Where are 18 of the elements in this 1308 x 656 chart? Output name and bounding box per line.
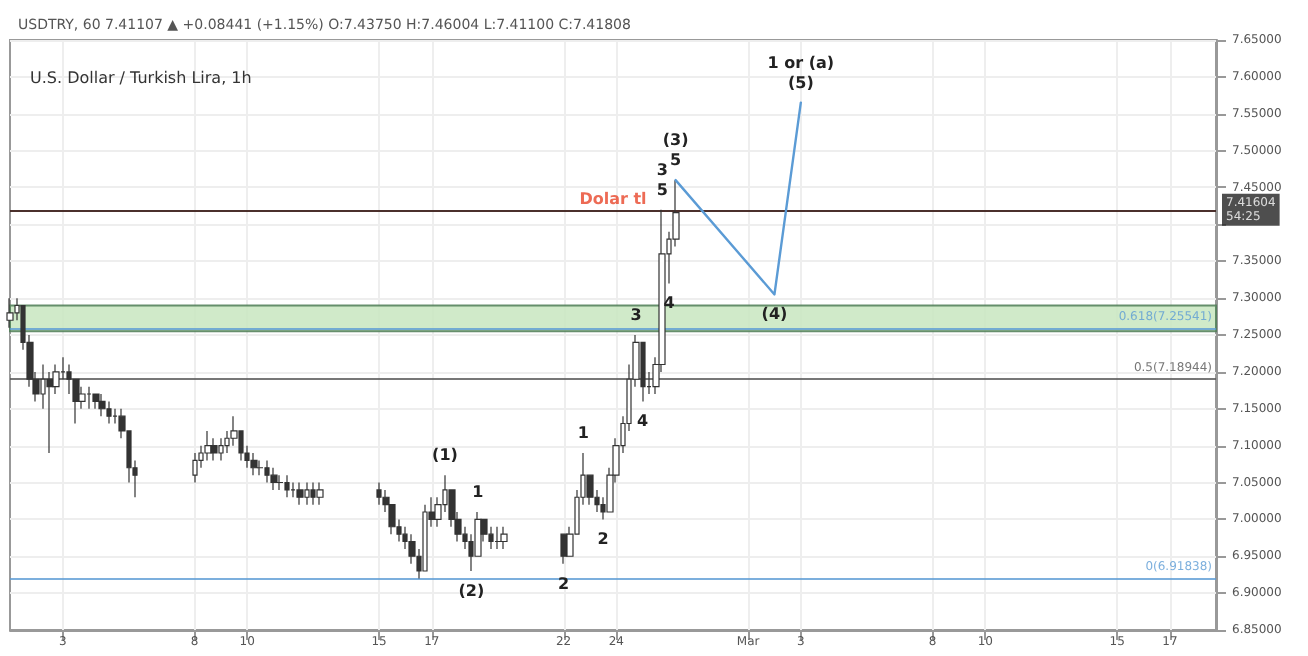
annotation: 2: [558, 574, 570, 593]
annotation: 5: [670, 151, 683, 170]
annotation: 3: [656, 160, 668, 179]
annotation: (5): [787, 73, 814, 92]
annotation: 5: [656, 180, 669, 199]
annotation: (4): [761, 305, 788, 324]
annotation: (3): [662, 131, 689, 150]
annotation: 4: [663, 294, 676, 313]
text: U.S. Dollar / Turkish Lira, 1h: [30, 69, 252, 87]
ref-line-label: Dolar tl: [579, 189, 648, 208]
annotation: 1: [577, 424, 590, 442]
annotation: 2: [597, 530, 609, 549]
annotation: 3: [630, 306, 642, 324]
annotation: (2): [458, 582, 485, 600]
annotation: (1): [432, 446, 458, 465]
annotation: 1: [472, 483, 485, 501]
annotation: 4: [637, 412, 650, 431]
annotation: 1 or (a): [767, 53, 835, 72]
